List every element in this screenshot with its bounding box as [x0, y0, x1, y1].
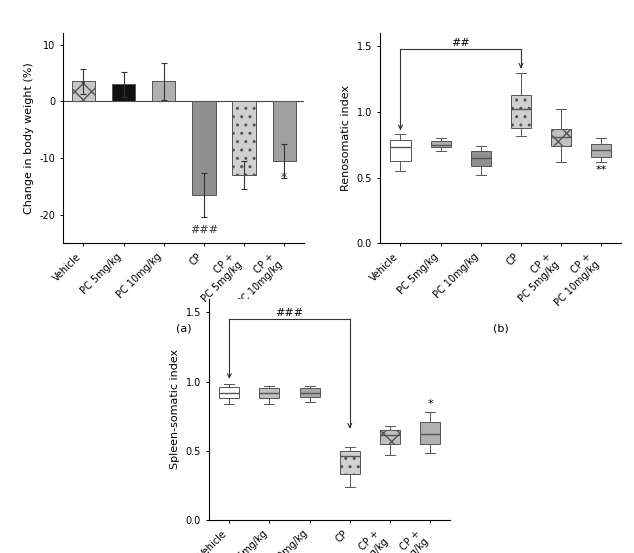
Y-axis label: Spleen-somatic index: Spleen-somatic index	[170, 349, 180, 469]
PathPatch shape	[420, 421, 440, 444]
PathPatch shape	[219, 387, 239, 398]
Bar	[273, 101, 296, 161]
PathPatch shape	[551, 129, 571, 146]
PathPatch shape	[380, 430, 400, 444]
Text: ###: ###	[190, 225, 218, 235]
PathPatch shape	[340, 451, 359, 474]
PathPatch shape	[259, 388, 280, 398]
Text: *: *	[281, 171, 287, 184]
Y-axis label: Renosomatic index: Renosomatic index	[341, 85, 351, 191]
PathPatch shape	[511, 95, 531, 128]
PathPatch shape	[391, 139, 411, 160]
Bar	[192, 101, 216, 195]
Text: *: *	[427, 399, 433, 409]
PathPatch shape	[470, 152, 491, 166]
PathPatch shape	[430, 141, 451, 148]
Text: ##: ##	[451, 38, 470, 48]
Bar	[72, 81, 95, 101]
Text: (a): (a)	[176, 323, 191, 333]
Text: (b): (b)	[493, 323, 508, 333]
Bar	[233, 101, 256, 175]
PathPatch shape	[299, 388, 320, 397]
Text: ###: ###	[275, 308, 304, 318]
Text: **: **	[595, 165, 607, 175]
Bar	[112, 84, 135, 101]
Y-axis label: Change in body weight (%): Change in body weight (%)	[23, 62, 34, 214]
PathPatch shape	[591, 143, 611, 156]
Bar	[152, 81, 176, 101]
